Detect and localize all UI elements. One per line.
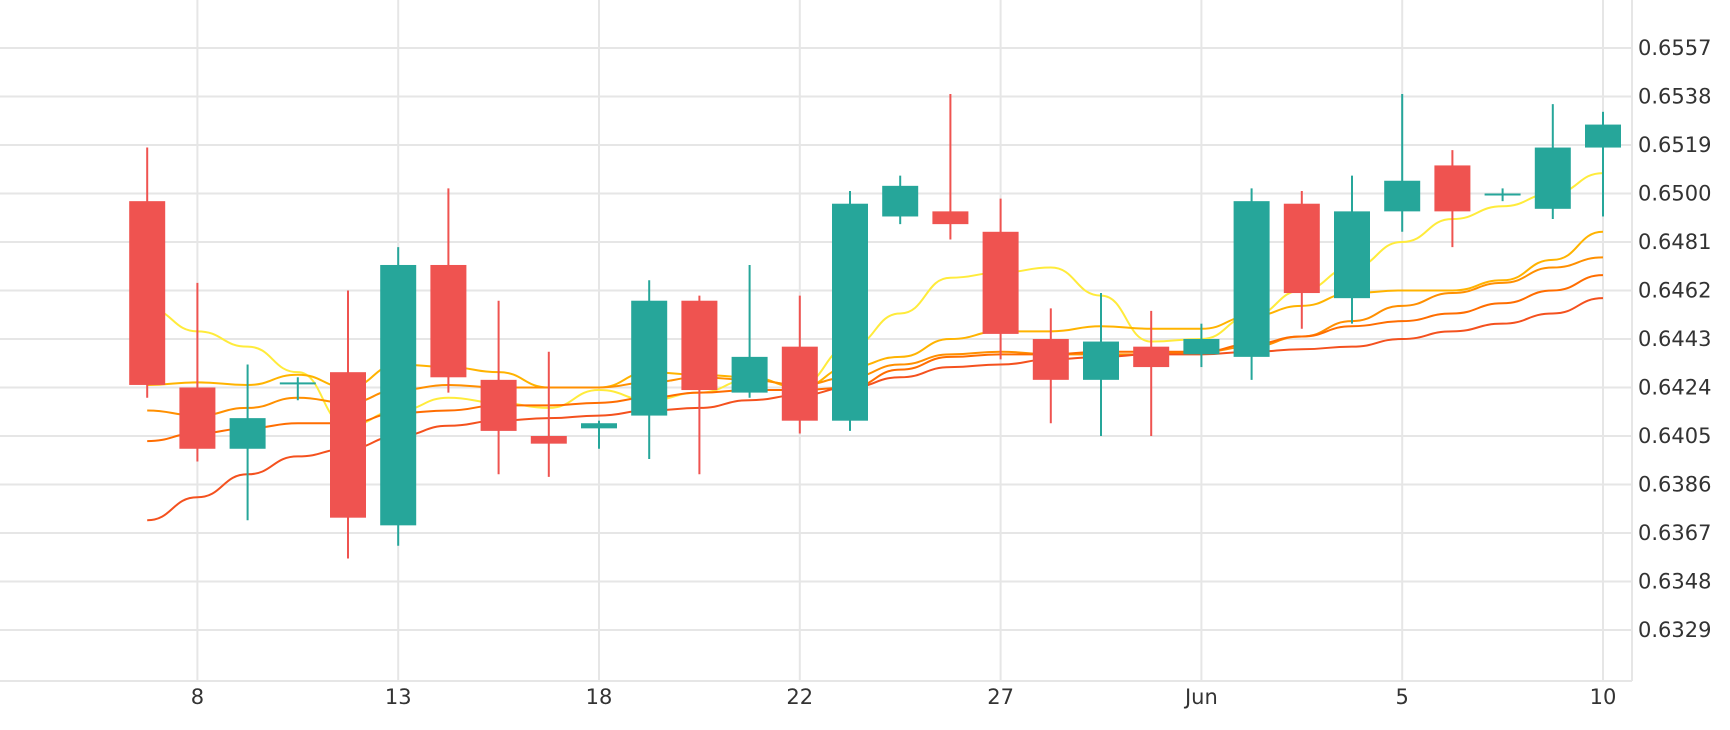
candles [129, 93, 1621, 559]
candle [1585, 111, 1621, 217]
x-tick-label: 18 [586, 685, 613, 709]
y-tick-label: 0.6443 [1638, 327, 1711, 351]
x-tick-label: 10 [1590, 685, 1617, 709]
candle-body [430, 264, 467, 378]
y-tick-label: 0.6386 [1638, 473, 1711, 497]
candle-body [1183, 339, 1220, 355]
candle [1534, 104, 1571, 220]
candle [330, 290, 366, 559]
candle [781, 295, 818, 434]
candle-body [1283, 203, 1320, 294]
candle [1434, 150, 1471, 248]
y-tick-label: 0.6557 [1638, 36, 1711, 60]
y-tick-label: 0.6367 [1638, 521, 1711, 545]
candle-body [631, 300, 668, 416]
candle [279, 377, 316, 401]
candle-body [731, 356, 768, 393]
candle [581, 420, 617, 449]
candle [530, 351, 567, 477]
candle-body [1384, 180, 1421, 212]
y-tick-label: 0.6481 [1638, 230, 1711, 254]
x-tick-label: 22 [786, 685, 813, 709]
x-tick-label: 13 [385, 685, 412, 709]
candle-body [1133, 346, 1170, 368]
candle-body [832, 203, 868, 421]
candle-body [330, 372, 366, 518]
candle [832, 190, 868, 431]
y-tick-label: 0.6405 [1638, 424, 1711, 448]
y-tick-label: 0.6348 [1638, 570, 1711, 594]
candle [1283, 190, 1320, 329]
y-tick-label: 0.6538 [1638, 85, 1711, 109]
candle-body [1334, 211, 1370, 299]
moving-average-line [147, 297, 1604, 522]
candle [480, 300, 517, 475]
candle-body [1032, 339, 1069, 380]
candle-body [882, 185, 919, 217]
candle-body [530, 436, 567, 444]
candle [1233, 188, 1270, 380]
candle [932, 93, 969, 240]
x-tick-label: 27 [987, 685, 1014, 709]
candle [882, 175, 919, 225]
candle [731, 264, 768, 398]
y-tick-label: 0.6519 [1638, 133, 1711, 157]
candle-body [1434, 165, 1471, 212]
x-tick-label: 8 [191, 685, 204, 709]
candle [179, 282, 216, 462]
candle [1183, 323, 1220, 368]
x-tick-label: 5 [1396, 685, 1409, 709]
candle-body [781, 346, 818, 421]
y-tick-label: 0.6424 [1638, 376, 1711, 400]
candle-body [1083, 341, 1119, 380]
y-tick-label: 0.6329 [1638, 618, 1711, 642]
candle [1083, 293, 1119, 436]
candle-body [229, 418, 266, 449]
y-tick-label: 0.6462 [1638, 279, 1711, 303]
y-axis-labels: 0.6557 0.6538 0.6519 0.6500 0.6481 0.6462 0.64… [1638, 36, 1711, 642]
candle [1484, 188, 1521, 202]
candle-body [1585, 124, 1621, 148]
candle [631, 280, 668, 459]
candle [1032, 308, 1069, 424]
candle-body [480, 379, 517, 431]
candle-body [1534, 147, 1571, 209]
x-tick-label: Jun [1183, 685, 1218, 709]
candle [129, 147, 166, 398]
candle-body [129, 201, 166, 385]
candle [229, 364, 266, 521]
candle [982, 198, 1019, 360]
candle-body [681, 300, 718, 391]
candle [1334, 175, 1370, 324]
y-tick-label: 0.6500 [1638, 182, 1711, 206]
x-axis-labels: 8 13 18 22 27 Jun 5 10 [191, 685, 1617, 709]
candle-body [1484, 193, 1521, 196]
candle-body [982, 231, 1019, 334]
candle-body [179, 387, 216, 449]
candle-body [932, 211, 969, 225]
candle [681, 295, 718, 475]
candle [1384, 93, 1421, 232]
candle-body [581, 423, 617, 429]
candle [430, 188, 467, 393]
candle-body [279, 382, 316, 385]
candle-body [1233, 201, 1270, 357]
candle-body [380, 264, 417, 526]
candle [380, 247, 417, 546]
candle [1133, 310, 1170, 436]
